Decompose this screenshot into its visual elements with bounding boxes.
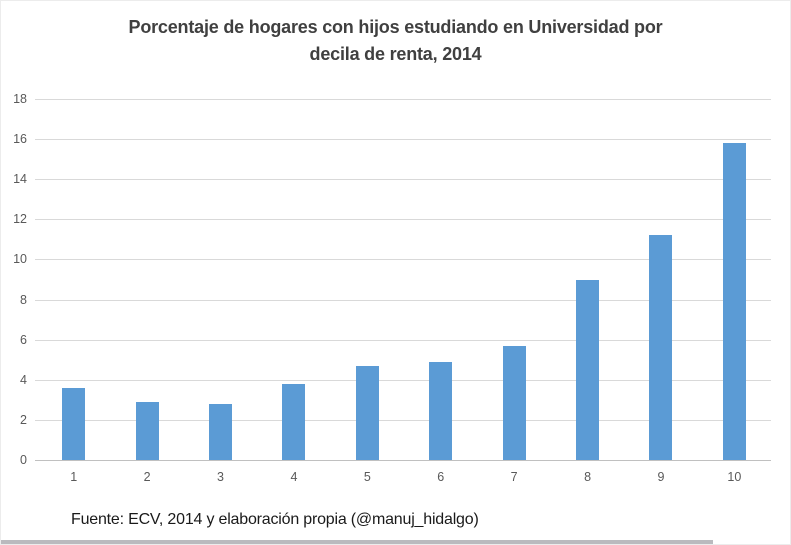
chart-title: Porcentaje de hogares con hijos estudian… — [41, 14, 750, 68]
x-tick-label-8: 8 — [584, 470, 592, 484]
gridline-18 — [35, 99, 771, 100]
x-tick-label-6: 6 — [437, 470, 445, 484]
gridline-6 — [35, 339, 771, 341]
x-tick-label-5: 5 — [363, 470, 371, 484]
y-tick-label-2: 2 — [20, 412, 27, 427]
y-tick-label-16: 16 — [13, 132, 27, 147]
bar-decile-2 — [135, 401, 159, 460]
gridline-0 — [35, 460, 771, 461]
x-tick-label-10: 10 — [727, 470, 742, 484]
bar-decile-4 — [282, 383, 306, 460]
x-tick-label-2: 2 — [143, 470, 151, 484]
x-tick-label-4: 4 — [290, 470, 298, 484]
bottom-window-edge — [1, 540, 713, 544]
y-tick-label-4: 4 — [20, 372, 27, 387]
x-axis: 1 2 3 4 5 6 7 8 9 10 — [37, 470, 771, 488]
y-tick-label-8: 8 — [20, 292, 27, 307]
gridline-10 — [35, 259, 771, 261]
x-tick-label-9: 9 — [657, 470, 665, 484]
x-tick-label-7: 7 — [510, 470, 518, 484]
gridline-14 — [35, 179, 771, 181]
bar-decile-7 — [502, 345, 526, 460]
bar-decile-8 — [576, 279, 599, 460]
y-tick-label-14: 14 — [13, 172, 27, 187]
gridline-8 — [35, 299, 771, 301]
y-axis: 0 2 4 6 8 10 12 14 16 18 — [1, 92, 27, 467]
plot-area — [35, 99, 771, 461]
gridline-4 — [35, 379, 771, 381]
gridline-16 — [35, 139, 771, 141]
bar-decile-10 — [722, 143, 746, 460]
bar-decile-1 — [62, 387, 86, 460]
bar-decile-9 — [649, 235, 673, 460]
chart-title-line1: Porcentaje de hogares con hijos estudian… — [128, 17, 663, 37]
gridline-12 — [35, 219, 771, 221]
x-tick-label-1: 1 — [70, 470, 78, 484]
y-tick-label-6: 6 — [20, 332, 27, 347]
source-note: Fuente: ECV, 2014 y elaboración propia (… — [71, 511, 479, 528]
y-tick-label-12: 12 — [13, 212, 27, 227]
bar-decile-6 — [429, 361, 453, 460]
gridline-2 — [35, 419, 771, 421]
y-tick-label-10: 10 — [13, 252, 27, 267]
bar-decile-5 — [355, 365, 379, 460]
y-tick-label-18: 18 — [13, 92, 27, 106]
chart-title-line2: decila de renta, 2014 — [309, 44, 482, 64]
bar-decile-3 — [209, 403, 232, 460]
y-tick-label-0: 0 — [20, 453, 27, 467]
x-tick-label-3: 3 — [217, 470, 224, 484]
